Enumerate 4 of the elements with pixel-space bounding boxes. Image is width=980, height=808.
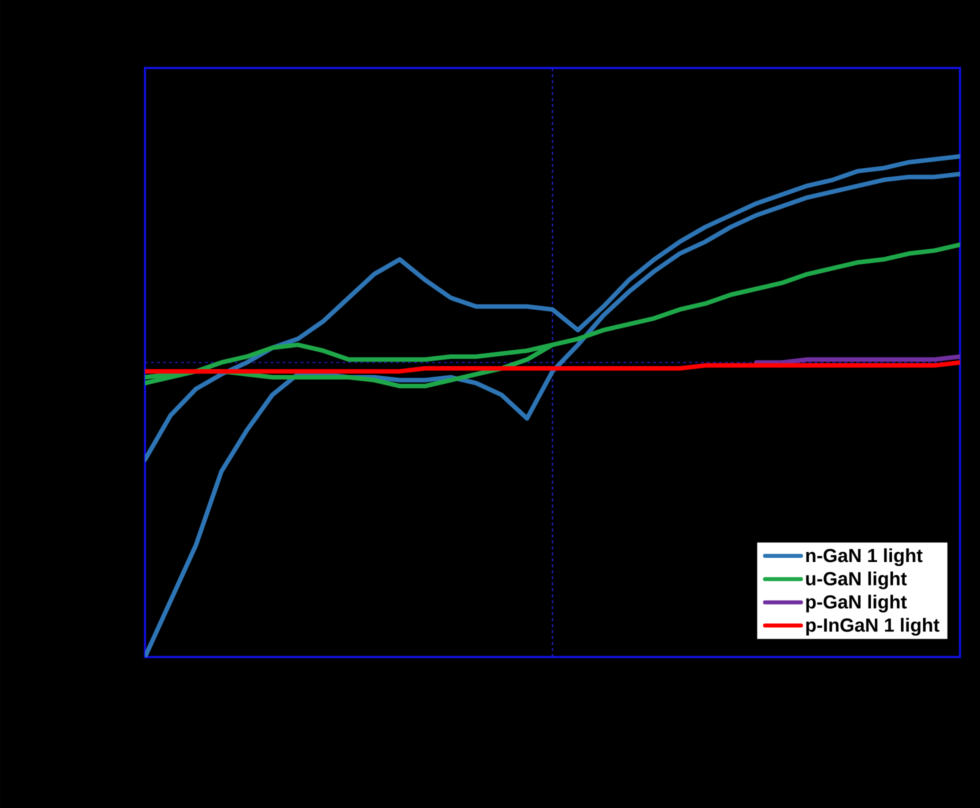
legend-label: n-GaN 1 light [806,548,923,566]
legend-label: u-GaN light [806,572,907,590]
legend-label: p-InGaN 1 light [806,618,940,636]
legend-label: p-GaN light [806,594,907,612]
